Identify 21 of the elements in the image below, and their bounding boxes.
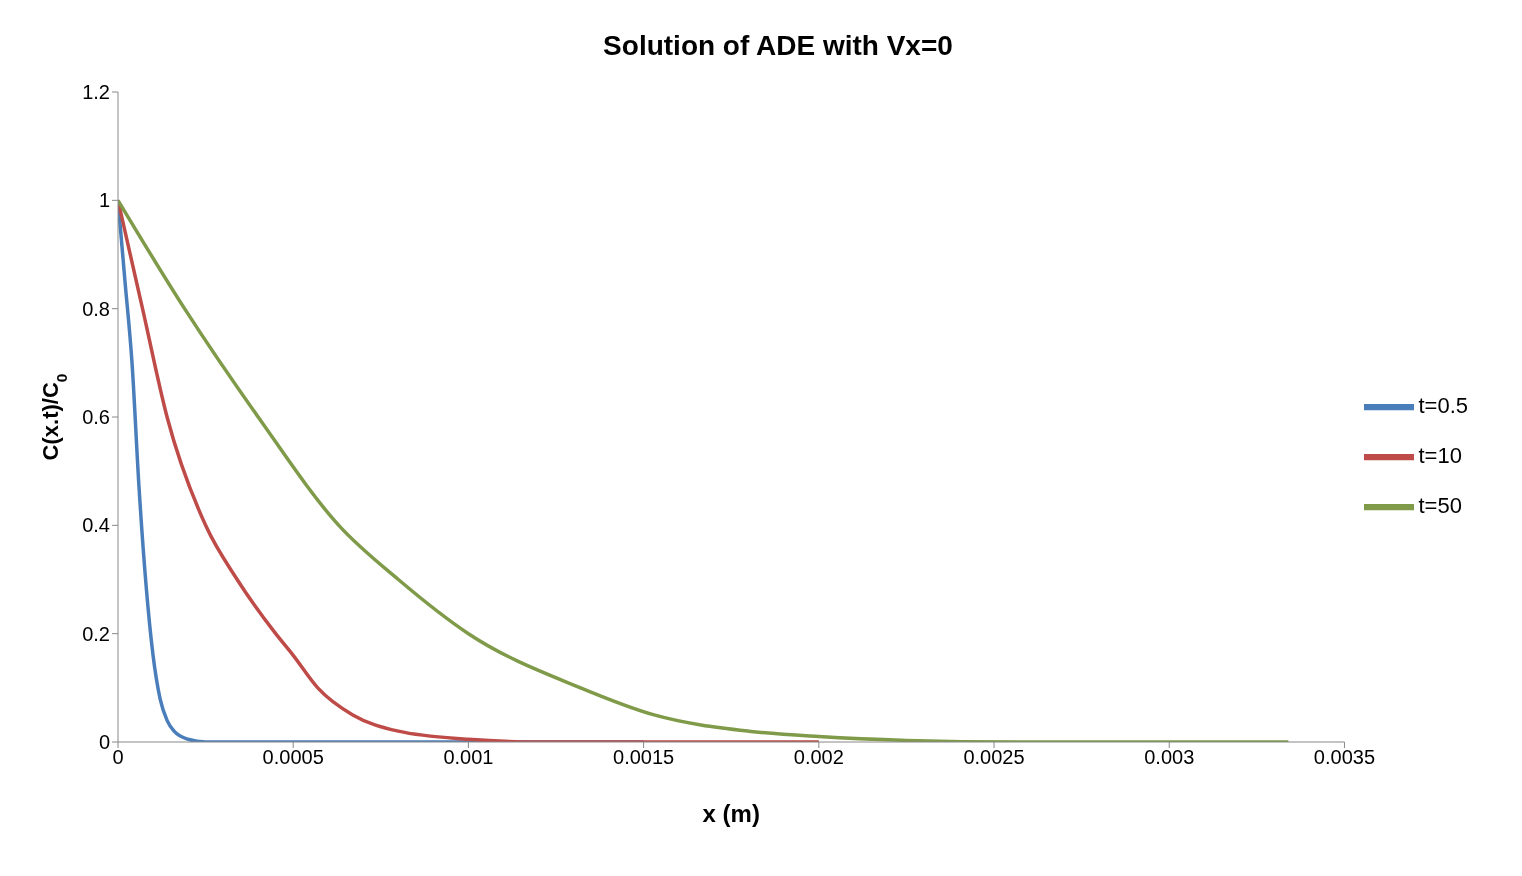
y-tick-label: 0.6: [82, 406, 110, 429]
chart-title: Solution of ADE with Vx=0: [602, 30, 954, 62]
legend-label: t=50: [1418, 493, 1462, 519]
x-tick-label: 0.0025: [963, 746, 1025, 769]
y-tick-label: 0: [98, 731, 110, 754]
y-tick-label: 1: [98, 189, 110, 212]
y-tick-label: 0.8: [82, 297, 110, 320]
legend-label: t=10: [1418, 442, 1462, 468]
y-tick-label: 0.2: [82, 622, 110, 645]
y-tick-label: 0.4: [82, 514, 110, 537]
x-tick-label: 0.0015: [613, 746, 675, 769]
x-tick-label: 0.002: [793, 746, 844, 769]
y-tick-label: 1.2: [82, 81, 110, 104]
x-tick-label: 0.001: [443, 746, 494, 769]
x-axis-title: x (m): [702, 800, 760, 827]
x-tick-label: 0: [112, 746, 124, 769]
line-series: [118, 198, 1291, 742]
legend-label: t=0.5: [1418, 392, 1468, 418]
x-tick-label: 0.0035: [1313, 746, 1376, 769]
x-tick-label: 0.003: [1144, 746, 1195, 769]
x-tick-label: 0.0005: [262, 746, 324, 769]
